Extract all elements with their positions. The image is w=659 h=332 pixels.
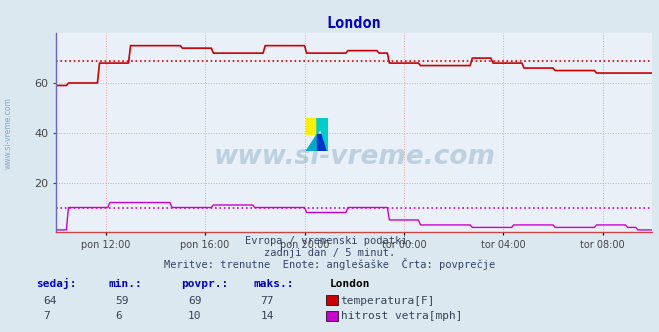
Text: 64: 64 xyxy=(43,296,56,306)
Text: London: London xyxy=(330,279,370,289)
Polygon shape xyxy=(317,118,328,134)
Text: www.si-vreme.com: www.si-vreme.com xyxy=(214,144,495,170)
Text: Meritve: trenutne  Enote: anglešaške  Črta: povprečje: Meritve: trenutne Enote: anglešaške Črta… xyxy=(164,258,495,270)
Polygon shape xyxy=(306,118,317,134)
Polygon shape xyxy=(317,134,328,151)
Text: 6: 6 xyxy=(115,311,122,321)
Text: sedaj:: sedaj: xyxy=(36,278,76,289)
Polygon shape xyxy=(306,134,317,151)
Text: hitrost vetra[mph]: hitrost vetra[mph] xyxy=(341,311,462,321)
Text: maks.:: maks.: xyxy=(254,279,294,289)
Polygon shape xyxy=(317,118,328,151)
Title: London: London xyxy=(327,16,382,31)
Text: 59: 59 xyxy=(115,296,129,306)
Text: Evropa / vremenski podatki.: Evropa / vremenski podatki. xyxy=(245,236,414,246)
Text: 7: 7 xyxy=(43,311,49,321)
Text: povpr.:: povpr.: xyxy=(181,279,229,289)
Text: 77: 77 xyxy=(260,296,273,306)
Text: 14: 14 xyxy=(260,311,273,321)
Text: zadnji dan / 5 minut.: zadnji dan / 5 minut. xyxy=(264,248,395,258)
Text: temperatura[F]: temperatura[F] xyxy=(341,296,435,306)
Text: min.:: min.: xyxy=(109,279,142,289)
Text: 10: 10 xyxy=(188,311,201,321)
Text: 69: 69 xyxy=(188,296,201,306)
Text: www.si-vreme.com: www.si-vreme.com xyxy=(3,97,13,169)
